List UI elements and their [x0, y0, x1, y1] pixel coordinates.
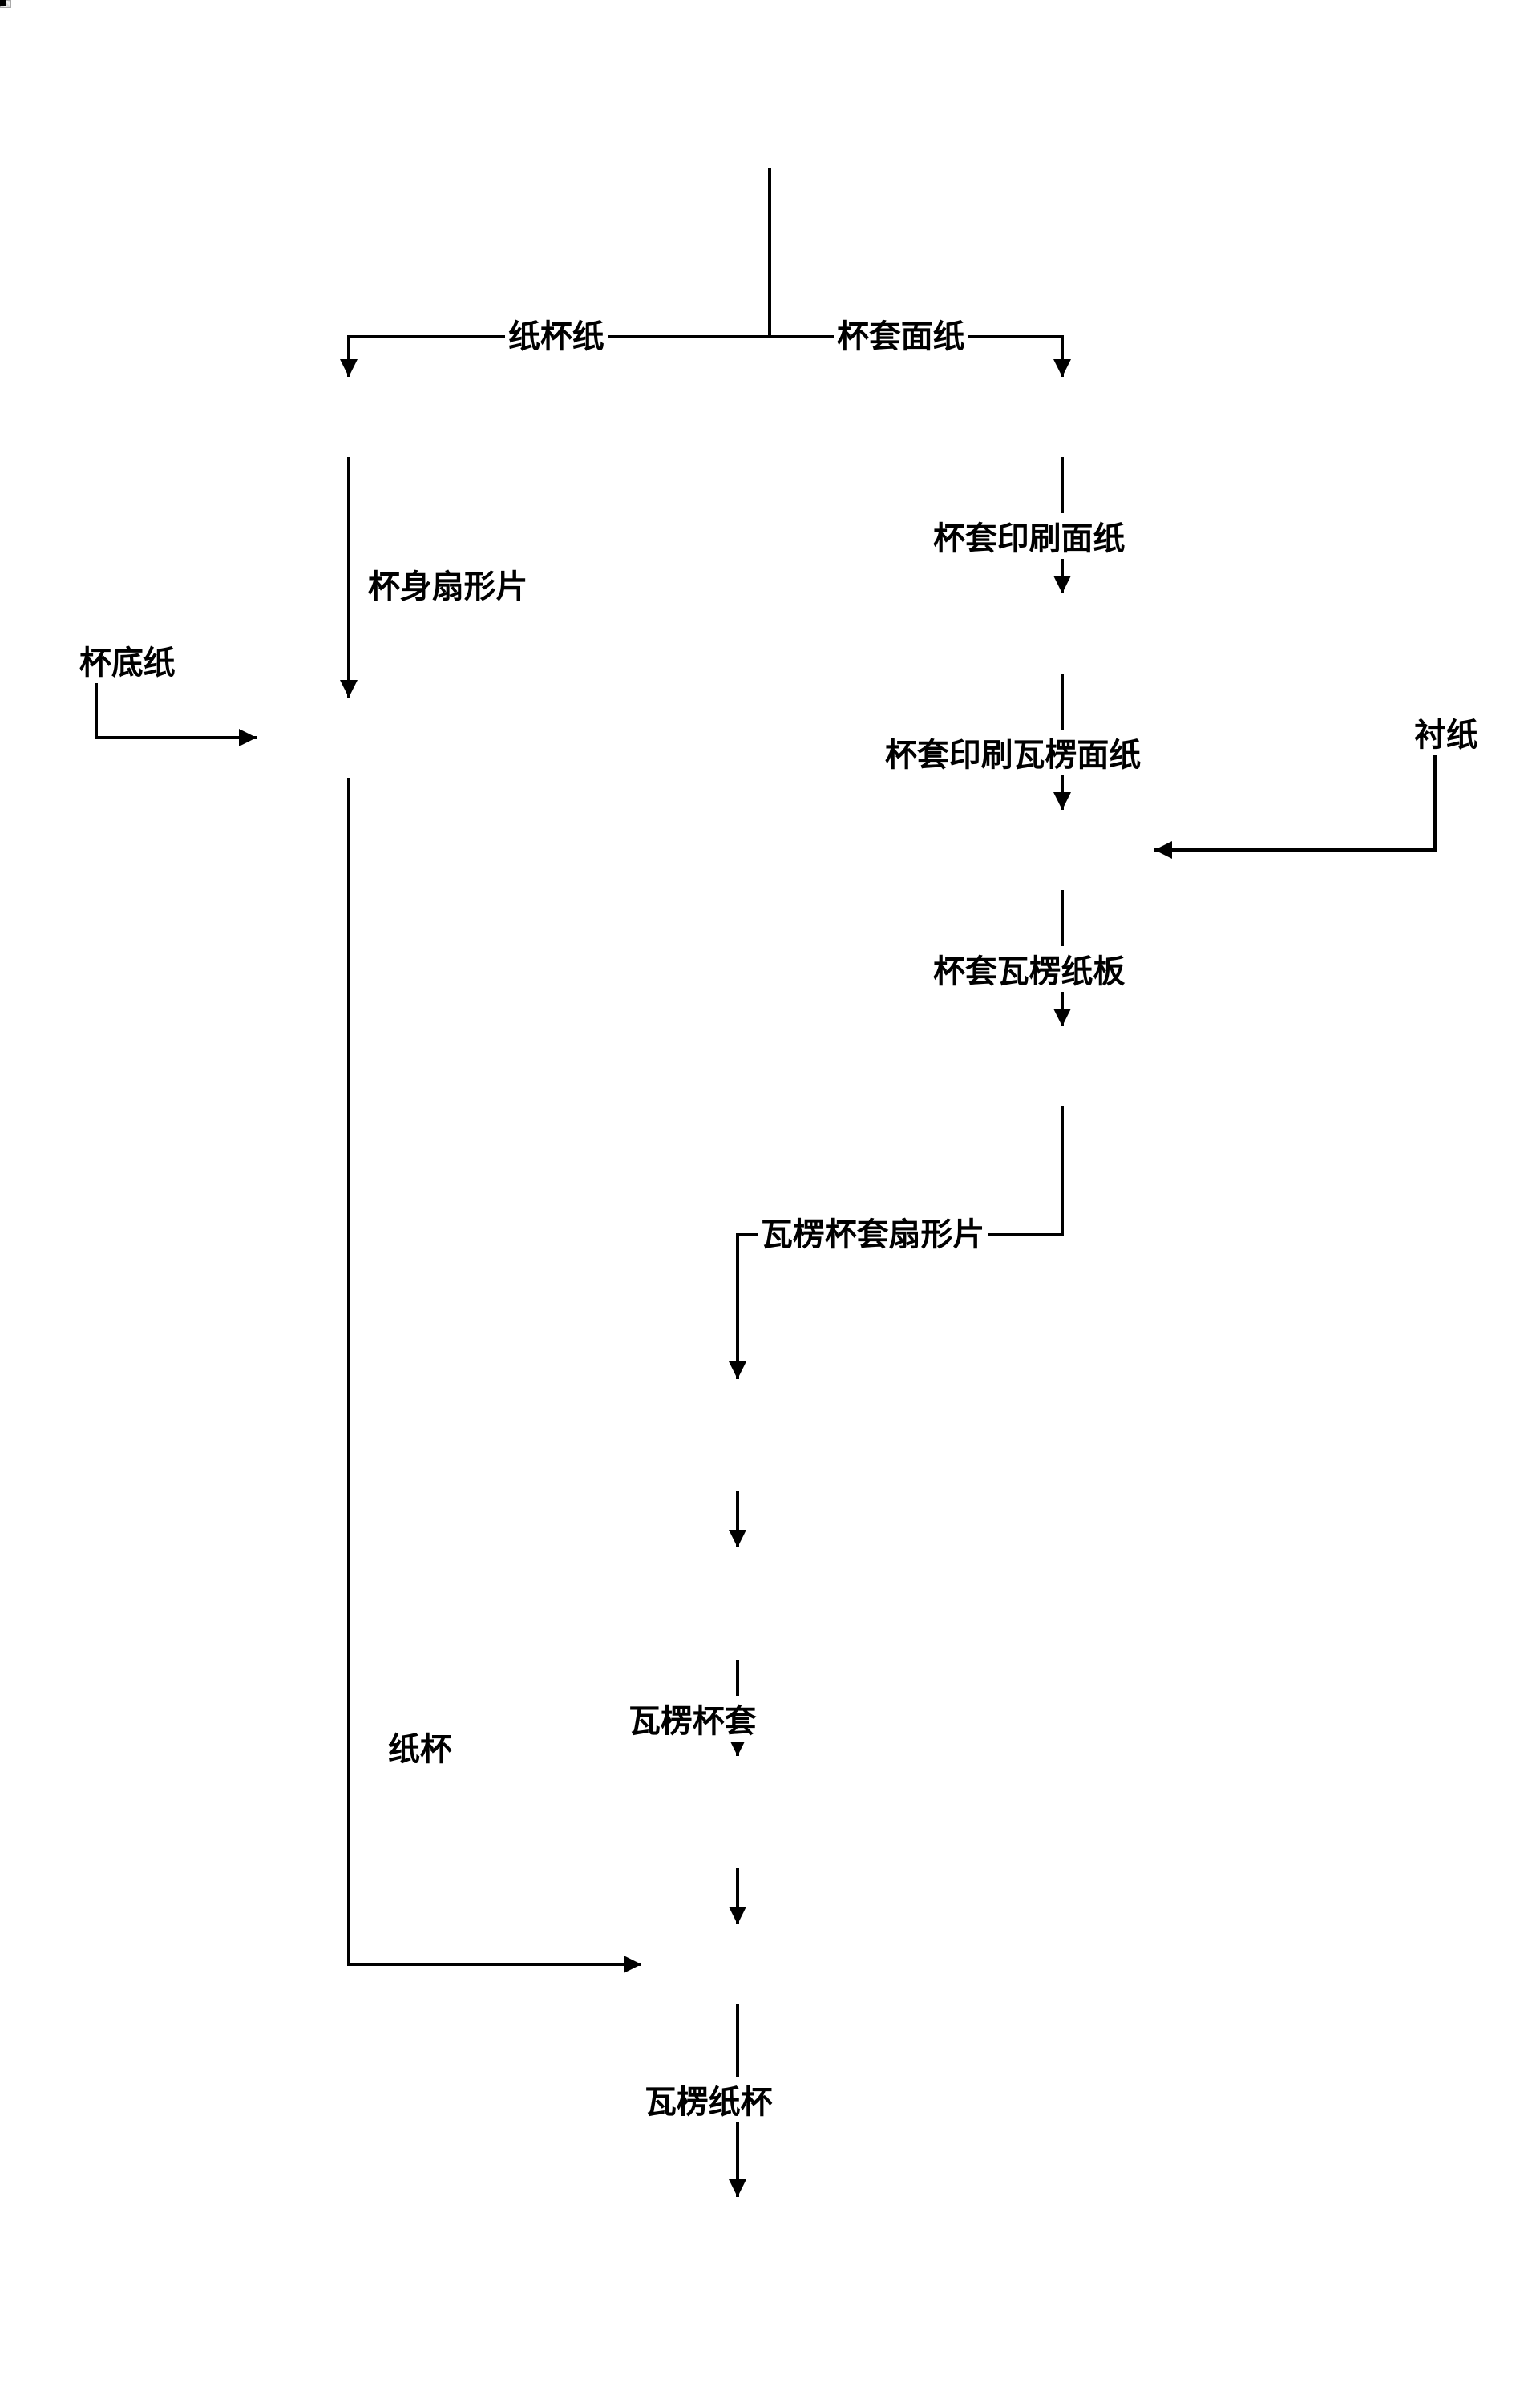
- flowchart-wires: [0, 0, 1540, 2407]
- edge-label-r-corr-lam: 杯套印刷瓦楞面纸: [882, 730, 1144, 775]
- edge-label-r-print-corr: 杯套印刷面纸: [930, 513, 1128, 559]
- edge-label-r-diecut-out: 瓦楞杯套扇形片: [758, 1209, 988, 1255]
- edge-label-l-bottom-in: 杯底纸: [76, 637, 179, 683]
- edge-label-l-diecut-make: 杯身扇形片: [365, 561, 531, 607]
- edge-label-split-left: 纸杯纸: [505, 311, 608, 357]
- edge-label-r-lam-diecut: 杯套瓦楞纸板: [930, 946, 1128, 992]
- edge-label-l-make-down: 纸杯: [385, 1724, 455, 1770]
- edge-label-b-seal-glue: 瓦楞杯套: [625, 1696, 760, 1742]
- edge-label-b-nest-end: 瓦楞纸杯: [641, 2077, 776, 2122]
- edge-label-r-liner-in: 衬纸: [1411, 710, 1481, 755]
- node-end: [0, 0, 6, 6]
- edge-label-split-right: 杯套面纸: [834, 311, 968, 357]
